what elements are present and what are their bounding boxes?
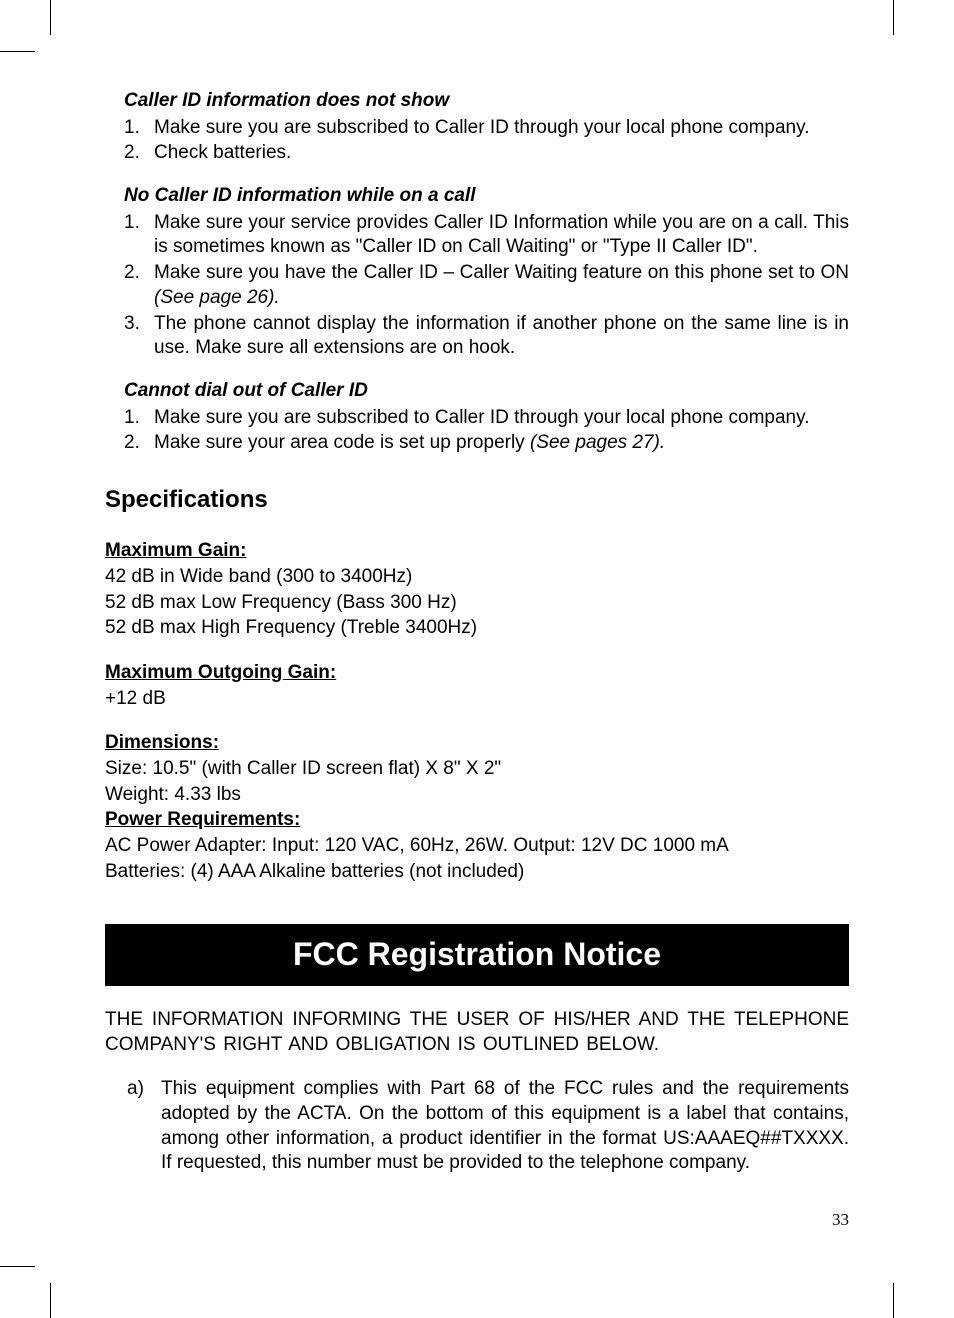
spec-value: +12 dB [105,687,849,712]
fcc-banner: FCC Registration Notice [105,924,849,986]
spec-value: 52 dB max High Frequency (Treble 3400Hz) [105,616,849,641]
troubleshoot-list: 1. Make sure you are subscribed to Calle… [105,116,849,166]
list-item: 1. Make sure you are subscribed to Calle… [124,116,849,141]
list-text: Make sure you are subscribed to Caller I… [154,116,849,141]
list-text: Make sure you are subscribed to Caller I… [154,406,849,431]
spec-label: Maximum Gain: [105,539,849,564]
list-text: Check batteries. [154,141,849,166]
crop-mark [50,0,51,35]
crop-mark [0,51,35,52]
list-item: a) This equipment complies with Part 68 … [127,1077,849,1176]
list-number: 1. [124,211,154,260]
list-text-part: Make sure your area code is set up prope… [154,432,530,453]
troubleshoot-list: 1. Make sure your service provides Calle… [105,211,849,361]
crop-mark [893,0,894,35]
section-heading: Caller ID information does not show [105,89,849,114]
list-number: 2. [124,261,154,310]
spec-block: Dimensions: Size: 10.5" (with Caller ID … [105,731,849,884]
list-number: 1. [124,406,154,431]
spec-block: Maximum Outgoing Gain: +12 dB [105,661,849,711]
list-letter: a) [127,1077,161,1176]
spec-value: Weight: 4.33 lbs [105,783,849,808]
page-reference: (See pages 27). [530,432,665,453]
crop-mark [50,1283,51,1318]
fcc-intro: THE INFORMATION INFORMING THE USER OF HI… [105,1008,849,1057]
spec-block: Maximum Gain: 42 dB in Wide band (300 to… [105,539,849,641]
list-text: Make sure your service provides Caller I… [154,211,849,260]
list-text: Make sure your area code is set up prope… [154,431,849,456]
section-heading: No Caller ID information while on a call [105,184,849,209]
page-number: 33 [832,1210,849,1230]
list-item: 2. Make sure you have the Caller ID – Ca… [124,261,849,310]
spec-value: Size: 10.5" (with Caller ID screen flat)… [105,757,849,782]
list-text: The phone cannot display the information… [154,312,849,361]
spec-value: 42 dB in Wide band (300 to 3400Hz) [105,565,849,590]
list-number: 2. [124,141,154,166]
spec-value: 52 dB max Low Frequency (Bass 300 Hz) [105,591,849,616]
specifications-heading: Specifications [105,484,849,515]
section-heading: Cannot dial out of Caller ID [105,379,849,404]
list-number: 1. [124,116,154,141]
list-item: 2. Make sure your area code is set up pr… [124,431,849,456]
crop-mark [0,1266,35,1267]
list-text-part: Make sure you have the Caller ID – Calle… [154,262,849,283]
spec-label: Dimensions: [105,731,849,756]
list-item: 1. Make sure you are subscribed to Calle… [124,406,849,431]
page-reference: (See page 26). [154,287,280,308]
list-item: 2. Check batteries. [124,141,849,166]
list-number: 3. [124,312,154,361]
list-item: 1. Make sure your service provides Calle… [124,211,849,260]
spec-label: Power Requirements: [105,808,849,833]
spec-value: AC Power Adapter: Input: 120 VAC, 60Hz, … [105,834,849,859]
troubleshoot-list: 1. Make sure you are subscribed to Calle… [105,406,849,456]
spec-label: Maximum Outgoing Gain: [105,661,849,686]
document-content: Caller ID information does not show 1. M… [85,89,869,1176]
list-text: This equipment complies with Part 68 of … [161,1077,849,1176]
list-item: 3. The phone cannot display the informat… [124,312,849,361]
spec-value: Batteries: (4) AAA Alkaline batteries (n… [105,860,849,885]
list-number: 2. [124,431,154,456]
crop-mark [893,1283,894,1318]
list-text: Make sure you have the Caller ID – Calle… [154,261,849,310]
fcc-list: a) This equipment complies with Part 68 … [105,1077,849,1176]
